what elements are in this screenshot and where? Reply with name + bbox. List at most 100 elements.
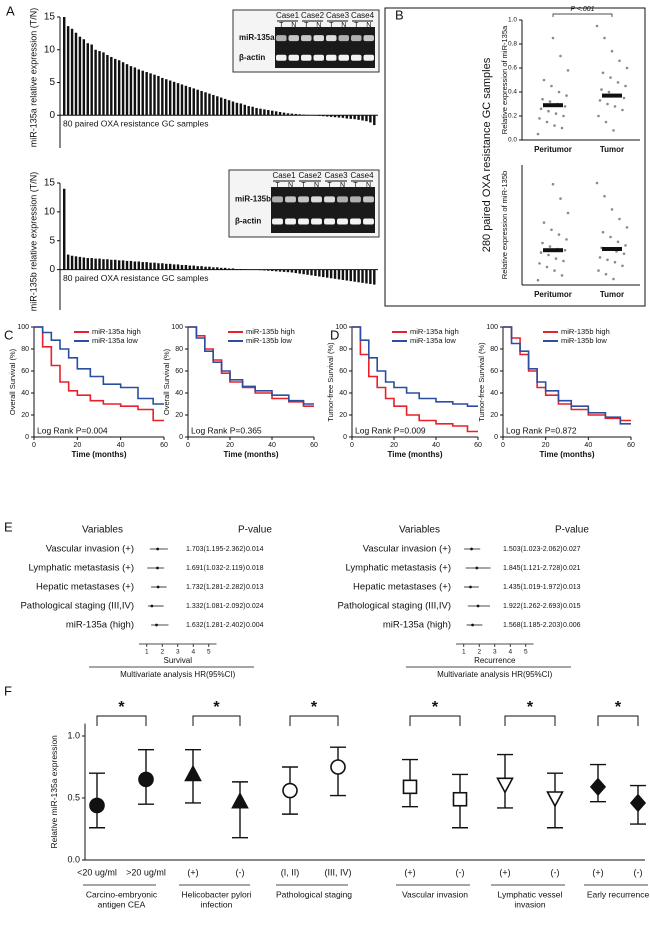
dot [563,105,567,108]
x-axis-label: Time (months) [224,450,279,459]
significance: * [118,699,125,716]
bar [227,100,231,116]
dot [542,78,546,82]
bar [220,97,223,116]
dot [539,251,543,254]
marker [138,771,154,788]
y-tick-label: 40 [490,390,498,397]
bar [369,269,372,285]
row-label: β-actin [235,217,261,226]
y-tick-label: 100 [335,324,347,331]
gel-band [301,35,312,42]
y-tick-label: 0 [25,434,29,441]
case-label: Case4 [351,11,375,20]
bar [282,269,286,272]
bar [102,52,105,116]
bar [329,269,333,279]
bar [192,265,195,270]
y-tick-label: 40 [339,390,347,397]
x-tick-label: Peritumor [534,145,572,154]
bar [294,113,298,116]
mean-bar [543,248,563,253]
bar [333,269,337,279]
dot [612,277,615,281]
bar [74,32,78,116]
dot [612,129,615,132]
bar [208,93,211,116]
gel-band [350,196,361,203]
y-axis-label: Overall Survival (%) [162,348,171,415]
gel-band [313,35,324,42]
dot [618,217,621,221]
bar [161,77,164,116]
bar [341,269,345,280]
gel-band [350,218,361,225]
note: 80 paired OXA resistance GC samples [63,119,209,129]
panel-letter: F [4,683,12,698]
bar [117,60,121,116]
sig-bracket [597,715,639,726]
row-label: miR-135b [235,195,271,204]
bar [168,263,172,270]
x-tick-label: (+) [592,867,603,877]
bar [357,115,360,120]
marker [282,782,298,799]
hr-label: 1.435(1.019-1.972) [503,584,563,591]
bar [271,110,274,116]
x-tick-label: (+) [187,867,198,877]
bar [278,111,282,116]
bar [373,269,376,285]
gel [271,187,375,233]
mean-bar [602,93,622,98]
bar [223,267,227,270]
dot [547,253,550,257]
x-tick-label: 3 [493,649,497,656]
bar [345,115,349,119]
bar [267,110,270,116]
bar [141,70,144,116]
bar [137,69,141,116]
dot [563,248,567,252]
y-tick-label: 1.0 [508,17,517,24]
x-tick-label: >20 ug/ml [126,867,166,877]
bar [102,259,105,270]
panel-b-frame [384,7,646,307]
p-value: 0.015 [563,603,581,610]
bar [106,259,109,270]
dot [616,240,620,244]
dot [553,269,556,272]
bar [78,36,82,116]
bar [263,109,266,116]
p-value: 0.018 [246,565,264,572]
panel-letter: C [4,327,13,342]
dot [604,120,608,124]
y-tick-label: 5 [49,235,55,246]
dot [551,36,555,40]
gel-band [337,218,348,225]
gel-band [363,218,374,225]
x-tick-label: 1 [462,649,466,656]
bar [66,26,70,116]
legend-label: miR-135a low [92,336,138,345]
y-tick-label: 80 [490,346,498,353]
bar [129,66,133,116]
bar [153,262,156,270]
annotation: Log Rank P=0.365 [191,425,262,435]
annotation: Log Rank P=0.004 [37,425,108,435]
bar [290,269,294,273]
bar [133,261,137,270]
dot [560,126,564,130]
p-value: 0.024 [246,603,264,610]
dot [538,117,541,120]
group-label: Pathological staging [276,889,352,899]
dot [536,278,540,282]
y-tick-label: 80 [339,346,347,353]
bar [325,115,329,117]
x-tick-label: 4 [508,649,512,656]
bar [70,28,74,116]
dot [600,88,603,91]
variable-label: Lymphatic metastasis (+) [345,563,451,574]
dot [562,259,565,263]
bar [274,111,278,116]
